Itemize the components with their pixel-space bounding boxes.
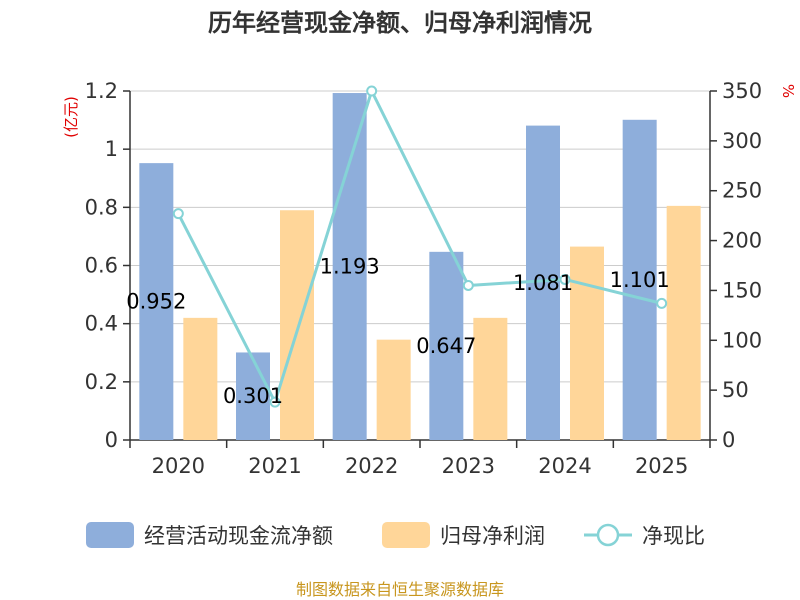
grid-lines: [130, 90, 710, 383]
bar-profit-2022: [376, 339, 411, 440]
x-tick-label: 2022: [345, 454, 398, 478]
ratio-point-2025: [656, 297, 668, 309]
bar-profit-2021: [280, 210, 314, 440]
right-tick-label: 300: [722, 129, 762, 153]
data-label-2023: 0.647: [416, 334, 476, 358]
legend-item-profit[interactable]: 归母净利润: [382, 522, 545, 548]
bar-profit-2020: [183, 317, 218, 440]
data-label-2020: 0.952: [126, 290, 186, 314]
left-tick-label: 1.2: [85, 79, 118, 103]
legend-label-ratio: 净现比: [642, 524, 705, 548]
legend-item-ratio[interactable]: 净现比: [584, 523, 705, 548]
bar-cashflow-2025: [622, 119, 657, 440]
bar-cashflow-2021: [236, 352, 270, 440]
left-tick-label: 0.2: [85, 370, 118, 394]
bar-cashflow-2023: [429, 251, 464, 440]
ratio-point-2021: [269, 396, 281, 408]
x-tick-label: 2020: [152, 454, 205, 478]
legend-item-cashflow[interactable]: 经营活动现金流净额: [86, 522, 333, 548]
x-tick-label: 2024: [538, 454, 591, 478]
left-tick-label: 0.8: [85, 195, 118, 219]
left-tick-label: 0.4: [85, 312, 118, 336]
bar-profit-2024: [570, 246, 604, 440]
data-label-2022: 1.193: [320, 255, 380, 279]
data-labels: 0.952 0.301 1.193 0.647 1.081 1.101: [126, 255, 669, 409]
right-tick-label: 150: [722, 278, 762, 302]
legend-label-cashflow: 经营活动现金流净额: [144, 524, 333, 548]
source-note: 制图数据来自恒生聚源数据库: [296, 580, 504, 599]
ratio-point-2020: [172, 208, 184, 220]
legend: 经营活动现金流净额 归母净利润 净现比: [86, 522, 705, 548]
bar-profit-2025: [666, 205, 701, 440]
bar-series: [139, 93, 701, 441]
bar-cashflow-2020: [139, 163, 174, 441]
legend-swatch-ratio-marker: [596, 523, 620, 547]
legend-swatch-cashflow: [86, 522, 134, 548]
ratio-point-2022: [366, 85, 378, 97]
data-label-2021: 0.301: [223, 384, 283, 408]
bar-cashflow-2022: [332, 93, 367, 441]
x-tick-label: 2021: [248, 454, 301, 478]
data-label-2025: 1.101: [610, 268, 670, 292]
left-tick-label: 0: [105, 428, 118, 452]
left-axis-unit: (亿元): [62, 96, 80, 138]
ratio-point-2023: [462, 279, 474, 291]
right-tick-label: 100: [722, 328, 762, 352]
right-axis-unit: %: [779, 84, 797, 98]
bar-profit-2023: [473, 317, 508, 440]
data-label-2024: 1.081: [513, 271, 573, 295]
legend-swatch-profit: [382, 522, 430, 548]
ratio-point-2024: [559, 273, 571, 285]
left-tick-label: 0.6: [85, 254, 118, 278]
ratio-line: [176, 89, 663, 404]
left-axis: 0 0.2 0.4 0.6 0.8 1 1.2: [85, 79, 131, 452]
legend-label-profit: 归母净利润: [440, 524, 545, 548]
chart-title: 历年经营现金净额、归母净利润情况: [208, 9, 592, 37]
x-tick-label: 2023: [442, 454, 495, 478]
x-axis: 2020 2021 2022 2023 2024 2025: [129, 439, 711, 478]
right-tick-label: 350: [722, 79, 762, 103]
right-axis: 0 50 100 150 200 250 300 350: [709, 79, 762, 452]
ratio-line-series: [172, 85, 668, 408]
right-tick-label: 200: [722, 229, 762, 253]
right-tick-label: 0: [722, 428, 735, 452]
left-tick-label: 1: [105, 137, 118, 161]
right-tick-label: 50: [722, 378, 749, 402]
x-tick-label: 2025: [635, 454, 688, 478]
right-tick-label: 250: [722, 179, 762, 203]
